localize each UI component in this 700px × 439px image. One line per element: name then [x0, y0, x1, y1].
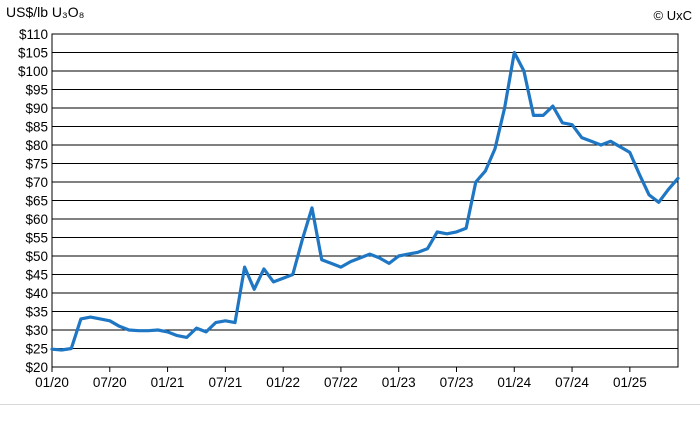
x-tick-label: 07/21: [208, 375, 242, 390]
y-tick-label: $35: [25, 305, 48, 320]
y-tick-label: $90: [25, 101, 48, 116]
y-tick-label: $55: [25, 231, 48, 246]
x-tick-label: 07/22: [324, 375, 358, 390]
y-tick: $105: [18, 46, 48, 61]
copyright-label: © UxC: [653, 8, 692, 23]
y-tick-label: $105: [18, 46, 48, 61]
y-tick-label: $85: [25, 120, 48, 135]
y-axis-label: US$/lb U₃O₈: [6, 4, 85, 20]
y-tick: $65: [25, 194, 48, 209]
y-tick-label: $110: [19, 27, 48, 42]
y-tick-label: $65: [25, 194, 48, 209]
y-tick-label: $70: [25, 175, 48, 190]
y-tick: $110: [19, 27, 48, 42]
y-tick: $70: [25, 175, 48, 190]
x-tick-label: 07/24: [555, 375, 589, 390]
x-tick-label: 01/24: [497, 375, 531, 390]
y-tick: $45: [25, 268, 48, 283]
y-tick: $40: [25, 286, 48, 301]
y-tick-label: $25: [25, 342, 48, 357]
bottom-divider: [0, 404, 700, 405]
y-tick-label: $80: [25, 138, 48, 153]
y-tick: $85: [25, 120, 48, 135]
y-tick: $95: [25, 83, 48, 98]
y-tick: $100: [18, 64, 48, 79]
y-tick: $55: [25, 231, 48, 246]
y-tick-label: $40: [25, 286, 48, 301]
y-tick: $75: [25, 157, 48, 172]
y-tick: $80: [25, 138, 48, 153]
y-tick-label: $95: [25, 83, 48, 98]
y-tick: $50: [25, 249, 48, 264]
y-tick-label: $100: [18, 64, 48, 79]
y-tick: $30: [25, 323, 48, 338]
y-tick: $35: [25, 305, 48, 320]
y-tick: $90: [25, 101, 48, 116]
x-tick-label: 07/20: [93, 375, 127, 390]
x-tick-label: 07/23: [440, 375, 474, 390]
y-tick-label: $30: [25, 323, 48, 338]
y-tick: $20: [25, 360, 48, 375]
x-tick-label: 01/23: [382, 375, 416, 390]
y-tick: $60: [25, 212, 48, 227]
y-tick-label: $45: [25, 268, 48, 283]
y-tick: $25: [25, 342, 48, 357]
x-tick-label: 01/22: [266, 375, 300, 390]
x-tick-label: 01/21: [151, 375, 185, 390]
x-tick-label: 01/25: [613, 375, 647, 390]
y-tick-label: $75: [25, 157, 48, 172]
y-tick-label: $20: [25, 360, 48, 375]
y-tick-label: $60: [25, 212, 48, 227]
series-line: [50, 50, 680, 352]
y-tick-label: $50: [25, 249, 48, 264]
x-tick-label: 01/20: [35, 375, 69, 390]
plot-border: [51, 33, 679, 368]
